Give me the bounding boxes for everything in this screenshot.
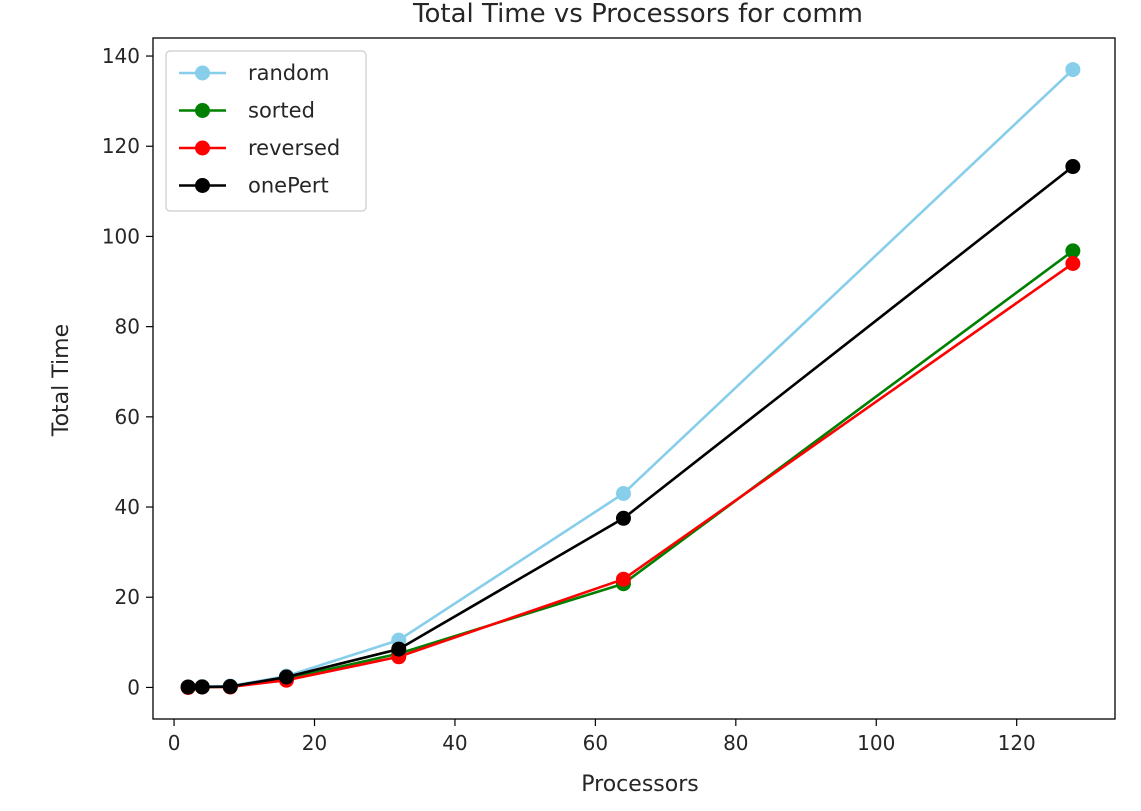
series-line-reversed xyxy=(188,262,1074,689)
y-tick-label: 40 xyxy=(115,495,140,519)
x-tick-label: 40 xyxy=(442,731,467,755)
series-line-onePert xyxy=(188,165,1074,689)
x-tick-label: 100 xyxy=(857,731,895,755)
y-axis-label: Total Time xyxy=(49,324,74,437)
data-point-reversed xyxy=(615,571,631,587)
data-point-random xyxy=(1065,62,1081,78)
legend: random sorted reversed onePert xyxy=(165,50,367,212)
data-point-onePert xyxy=(278,669,294,685)
legend-marker-sorted xyxy=(195,103,210,118)
x-tick-label: 20 xyxy=(302,731,327,755)
data-point-onePert xyxy=(194,679,210,695)
data-point-onePert xyxy=(391,641,407,657)
legend-label-sorted: sorted xyxy=(248,99,315,123)
series-line-sorted xyxy=(188,249,1074,689)
x-axis-label: Processors xyxy=(581,772,698,797)
data-point-onePert xyxy=(615,510,631,526)
legend-box xyxy=(165,50,367,212)
data-point-onePert xyxy=(222,679,238,695)
y-axis-ticks: 0 20 40 60 80 100 120 140 xyxy=(102,44,153,699)
data-point-onePert xyxy=(180,679,196,695)
data-point-onePert xyxy=(1065,159,1081,175)
y-tick-label: 120 xyxy=(102,134,140,158)
data-point-reversed xyxy=(1065,255,1081,271)
data-point-sorted xyxy=(1065,243,1081,259)
x-tick-label: 80 xyxy=(723,731,748,755)
y-tick-label: 80 xyxy=(115,315,140,339)
y-tick-label: 0 xyxy=(127,675,140,699)
plot-area xyxy=(152,37,1116,720)
legend-label-reversed: reversed xyxy=(248,136,340,160)
y-tick-label: 60 xyxy=(115,405,140,429)
legend-marker-random xyxy=(195,65,210,81)
x-axis-ticks: 0 20 40 60 80 100 120 xyxy=(168,719,1036,755)
legend-marker-onePert xyxy=(195,178,210,193)
legend-marker-reversed xyxy=(195,140,210,156)
y-tick-label: 140 xyxy=(102,44,140,68)
x-tick-label: 120 xyxy=(998,731,1036,755)
data-point-random xyxy=(615,486,631,502)
plot-frame xyxy=(152,37,1116,720)
y-tick-label: 100 xyxy=(102,224,140,248)
y-tick-label: 20 xyxy=(115,585,140,609)
legend-label-random: random xyxy=(248,61,329,85)
x-tick-label: 60 xyxy=(583,731,608,755)
chart-title: Total Time vs Processors for comm xyxy=(412,0,863,29)
legend-label-onePert: onePert xyxy=(248,174,329,198)
x-tick-label: 0 xyxy=(168,731,181,755)
